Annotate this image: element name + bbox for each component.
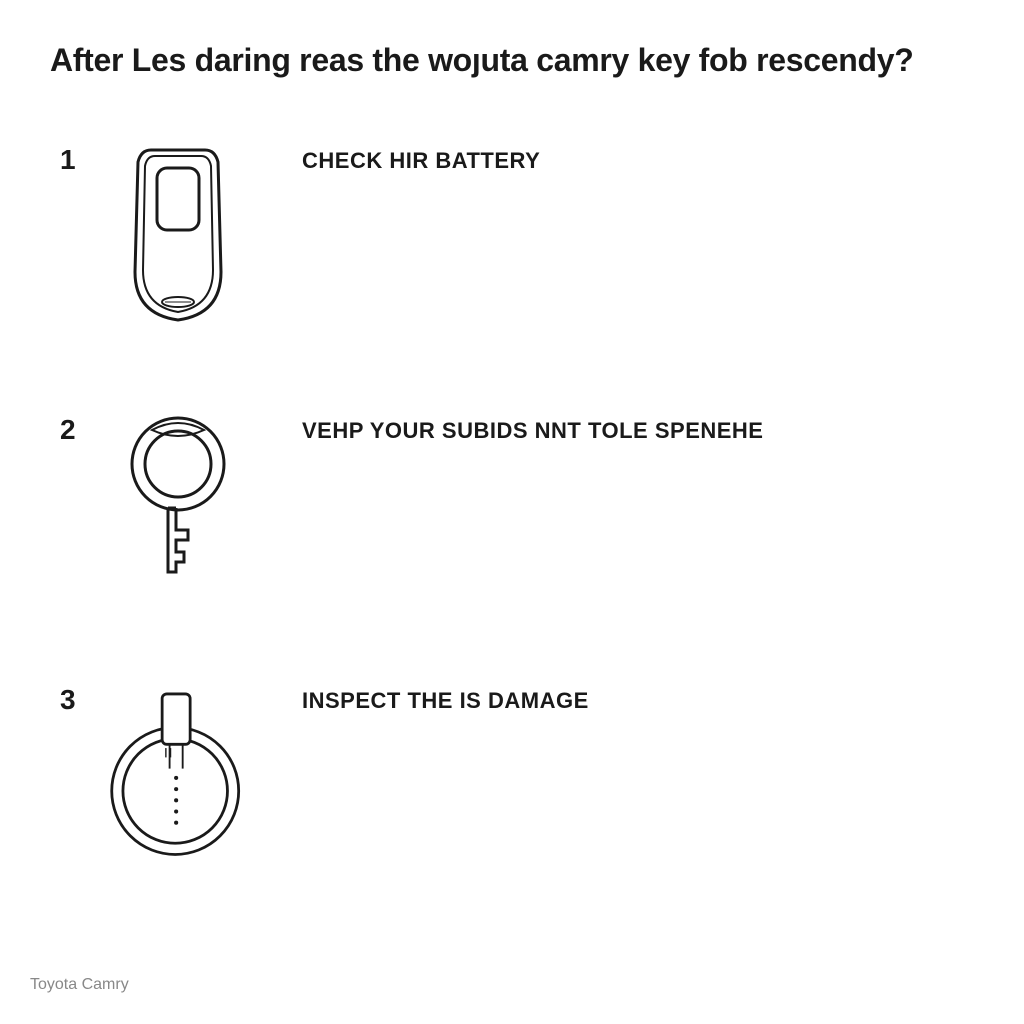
step-number: 1 xyxy=(60,142,84,176)
step-label: CHECK HIR BATTERY xyxy=(272,142,540,174)
ring-plug-icon xyxy=(108,682,248,882)
steps-list: 1 CHECK HIR BATTERY 2 xyxy=(50,142,974,882)
page-title: After Les daring reas the woȷuta camry k… xyxy=(50,40,974,82)
step-2: 2 VEHP YOUR SUBIDS NNT TOLE SPENEHE xyxy=(60,412,974,612)
step-label: INSPECT THE IS DAMAGE xyxy=(272,682,589,714)
key-icon xyxy=(108,412,248,612)
key-fob-icon xyxy=(108,142,248,342)
step-number: 3 xyxy=(60,682,84,716)
step-3: 3 xyxy=(60,682,974,882)
step-label: VEHP YOUR SUBIDS NNT TOLE SPENEHE xyxy=(272,412,763,444)
footer-caption: Toyota Camry xyxy=(30,976,129,994)
step-1: 1 CHECK HIR BATTERY xyxy=(60,142,974,342)
step-number: 2 xyxy=(60,412,84,446)
